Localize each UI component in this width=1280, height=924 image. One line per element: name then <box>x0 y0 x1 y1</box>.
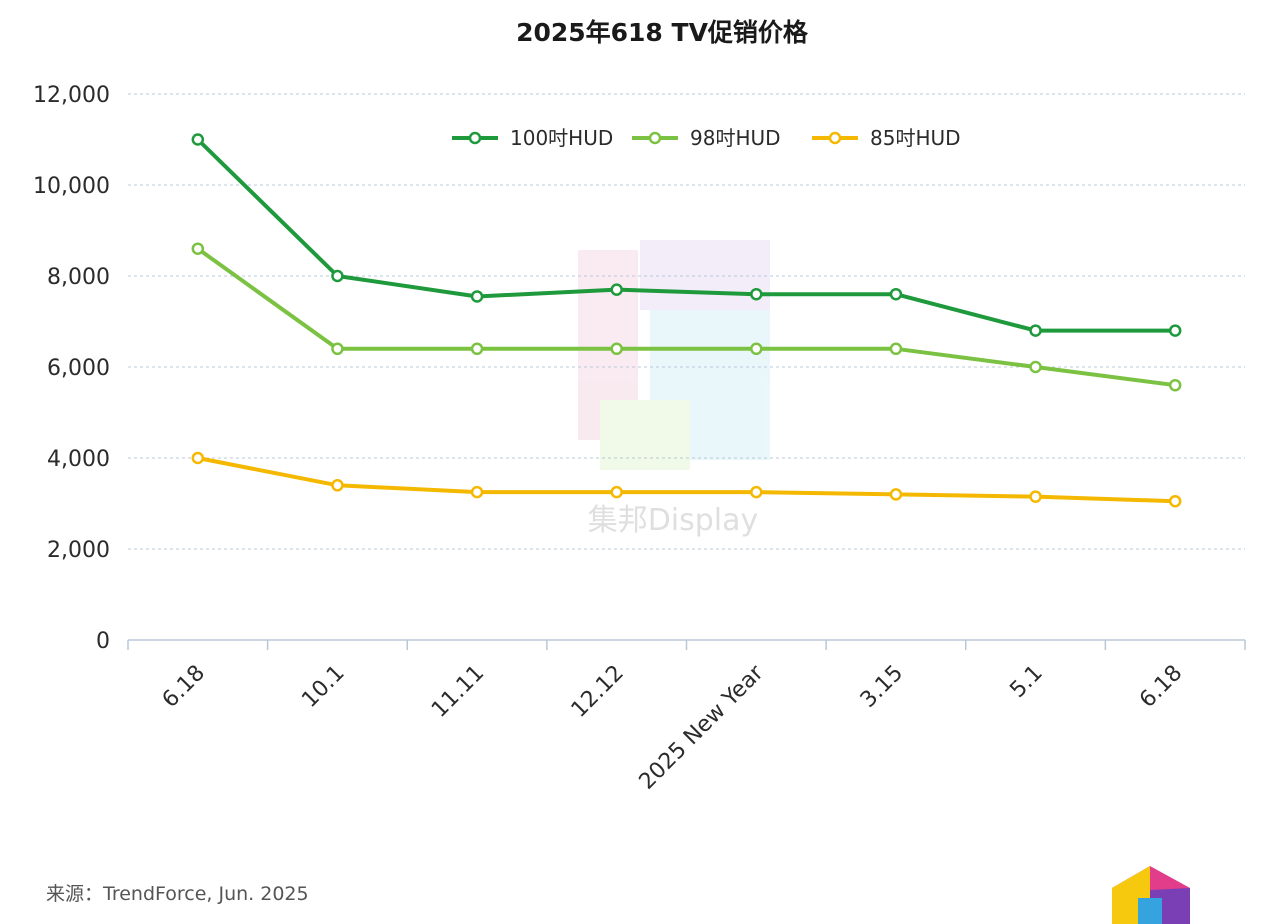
legend-marker <box>828 131 842 145</box>
legend-marker <box>648 131 662 145</box>
gridlines <box>128 93 1245 550</box>
watermark-text: 集邦Display <box>588 503 759 538</box>
x-tick-label: 5.1 <box>1005 661 1047 703</box>
y-tick-label: 0 <box>96 629 110 654</box>
data-point <box>1168 494 1182 508</box>
data-point <box>1168 378 1182 392</box>
data-point <box>750 287 763 301</box>
chart-title: 2025年618 TV促销价格 <box>516 18 809 47</box>
series-line <box>196 138 1176 333</box>
data-point <box>750 485 763 499</box>
series-line <box>197 456 1176 504</box>
data-point <box>1029 360 1042 374</box>
x-axis-ticks: 6.18 10.1 11.11 12.12 2025 New Year 3.15 5.1 6.… <box>158 660 1188 795</box>
legend-label: 98吋HUD <box>690 126 781 150</box>
data-point <box>1029 490 1042 503</box>
data-point <box>470 342 484 356</box>
axes <box>127 639 1246 650</box>
data-point <box>191 451 205 465</box>
x-tick-label: 6.18 <box>1135 661 1187 713</box>
data-point <box>470 290 484 303</box>
data-point <box>889 488 903 501</box>
x-tick-label: 6.18 <box>158 661 210 713</box>
x-tick-label: 12.12 <box>567 661 629 723</box>
x-tick-label: 11.11 <box>427 661 489 723</box>
data-point <box>1029 324 1042 337</box>
y-tick-label: 10,000 <box>33 174 110 199</box>
y-tick-label: 6,000 <box>47 356 110 381</box>
data-point <box>610 283 623 296</box>
legend-label: 100吋HUD <box>510 126 613 150</box>
x-tick-label: 2025 New Year <box>635 660 770 795</box>
data-point <box>331 269 344 283</box>
data-point <box>610 485 623 499</box>
legend: 100吋HUD 98吋HUD 85吋HUD <box>452 126 961 150</box>
data-point <box>750 342 763 356</box>
y-tick-label: 8,000 <box>47 265 110 290</box>
y-axis-ticks: 0 2,000 4,000 6,000 8,000 10,000 12,000 <box>33 83 110 654</box>
data-point <box>331 479 344 492</box>
y-tick-label: 12,000 <box>33 83 110 108</box>
data-point <box>889 342 903 356</box>
data-point <box>191 242 205 255</box>
data-point <box>470 485 484 499</box>
y-tick-label: 2,000 <box>47 538 110 563</box>
series-line <box>196 247 1176 388</box>
corner-logo <box>1112 866 1190 924</box>
source-note: 来源：TrendForce, Jun. 2025 <box>46 883 309 905</box>
x-tick-label: 10.1 <box>297 661 349 713</box>
x-tick-label: 3.15 <box>856 661 908 713</box>
data-point <box>889 287 903 301</box>
data-point <box>191 133 205 146</box>
y-tick-label: 4,000 <box>47 447 110 472</box>
legend-label: 85吋HUD <box>870 126 961 150</box>
series-lines <box>191 133 1182 508</box>
data-point <box>331 342 344 356</box>
data-point <box>1168 324 1182 337</box>
data-point <box>610 342 623 356</box>
watermark-logo <box>578 240 770 470</box>
legend-marker <box>468 131 482 145</box>
